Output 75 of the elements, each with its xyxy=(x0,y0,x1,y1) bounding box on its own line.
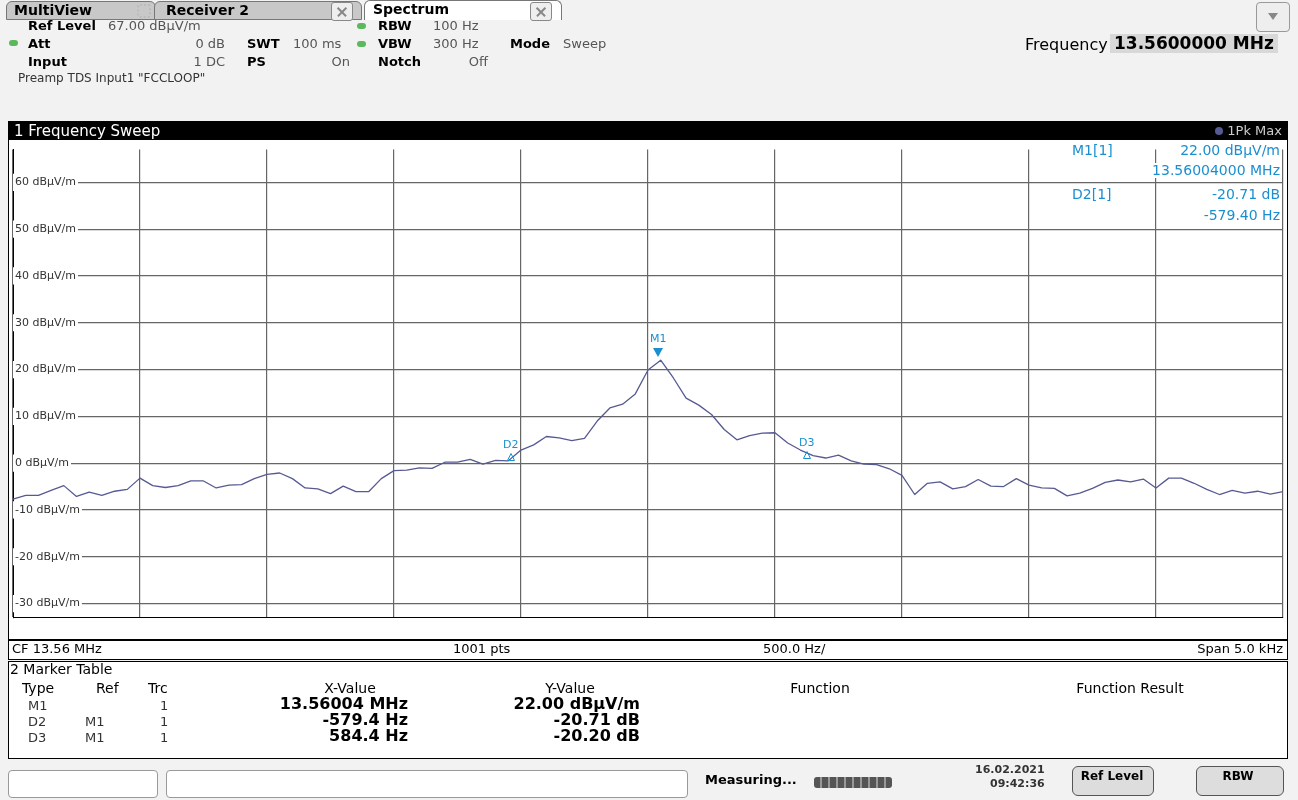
text: X-Value xyxy=(323,680,377,697)
text: D3 xyxy=(28,730,47,746)
annotation: -20.71 dB xyxy=(1209,186,1282,203)
y-tick-label: 20 dBµV/m xyxy=(15,362,76,376)
text: -579.4 Hz xyxy=(322,710,408,729)
text: Trc xyxy=(148,680,168,697)
text: 22.00 dBµV/m xyxy=(513,694,640,713)
legend-label: 1Pk Max xyxy=(1226,123,1282,138)
text: 2 Marker Table xyxy=(10,661,113,678)
text: Function xyxy=(789,680,851,697)
y-tick-label: 40 dBµV/m xyxy=(15,268,76,282)
text: Notch xyxy=(378,54,421,70)
text: M1 xyxy=(85,730,105,746)
y-tick-label: -10 dBµV/m xyxy=(15,502,80,516)
text: Att xyxy=(28,36,51,52)
text: 13.56004 MHz xyxy=(279,694,408,713)
text: 500.0 Hz/ xyxy=(763,641,826,657)
text: Span 5.0 kHz xyxy=(1197,641,1283,657)
text: Mode xyxy=(510,36,550,52)
annotation: D2[1] xyxy=(1070,186,1114,203)
text: Ref Level xyxy=(1080,769,1144,783)
text: Sweep xyxy=(563,36,607,52)
text: 1001 pts xyxy=(453,641,511,657)
text: Measuring... xyxy=(705,772,797,788)
annotation: 22.00 dBµV/m xyxy=(1178,142,1282,159)
text: Off xyxy=(468,54,488,70)
y-tick-label: 60 dBµV/m xyxy=(15,175,76,189)
text: RBW xyxy=(378,18,412,34)
y-tick-label: 30 dBµV/m xyxy=(15,315,76,329)
text: 16.02.2021 xyxy=(975,763,1045,777)
text: Y-Value xyxy=(544,680,596,697)
text: Type xyxy=(22,680,55,697)
text: Function Result xyxy=(1075,680,1185,697)
y-tick-label: -30 dBµV/m xyxy=(15,596,80,610)
text: M1 xyxy=(85,714,105,730)
y-tick-label: 10 dBµV/m xyxy=(15,409,76,423)
text: Spectrum xyxy=(373,1,450,18)
text: 100 ms xyxy=(293,36,342,52)
text: RBW xyxy=(1222,769,1254,783)
text: On xyxy=(331,54,350,70)
text: Ref xyxy=(96,680,119,697)
text: 67.00 dBµV/m xyxy=(108,18,201,34)
annotation: 13.56004000 MHz xyxy=(1150,162,1282,179)
text: 1 xyxy=(160,714,169,730)
text: MultiView xyxy=(14,2,93,19)
annotation: M1 xyxy=(648,332,668,346)
text: D2 xyxy=(28,714,47,730)
text: VBW xyxy=(378,36,412,52)
text: 09:42:36 xyxy=(990,777,1045,791)
text: -20.20 dB xyxy=(553,726,640,745)
text: 1 xyxy=(160,698,169,714)
y-tick-label: 50 dBµV/m xyxy=(15,222,76,236)
text: SWT xyxy=(247,36,280,52)
annotation: D3 xyxy=(798,435,816,449)
text: 0 dB xyxy=(195,36,225,52)
text: CF 13.56 MHz xyxy=(12,641,102,657)
text: Input xyxy=(28,54,67,70)
text: 100 Hz xyxy=(433,18,479,34)
text: Frequency xyxy=(1025,35,1108,54)
text: Receiver 2 xyxy=(166,2,250,19)
text: M1 xyxy=(28,698,48,714)
text: PS xyxy=(247,54,266,70)
text: Preamp TDS Input1 "FCCLOOP" xyxy=(18,71,206,86)
chart-title: 1 Frequency Sweep xyxy=(14,121,161,140)
text: Ref Level xyxy=(28,18,96,34)
text: 300 Hz xyxy=(433,36,479,52)
text: 1 DC xyxy=(193,54,225,70)
text: 584.4 Hz xyxy=(329,726,408,745)
text: 13.5600000 MHz xyxy=(1110,33,1278,53)
annotation: D2 xyxy=(502,438,520,452)
y-tick-label: -20 dBµV/m xyxy=(15,549,80,563)
annotation: M1[1] xyxy=(1070,142,1115,159)
annotation: -579.40 Hz xyxy=(1201,207,1282,224)
y-tick-label: 0 dBµV/m xyxy=(15,456,69,470)
text: 1 xyxy=(160,730,169,746)
